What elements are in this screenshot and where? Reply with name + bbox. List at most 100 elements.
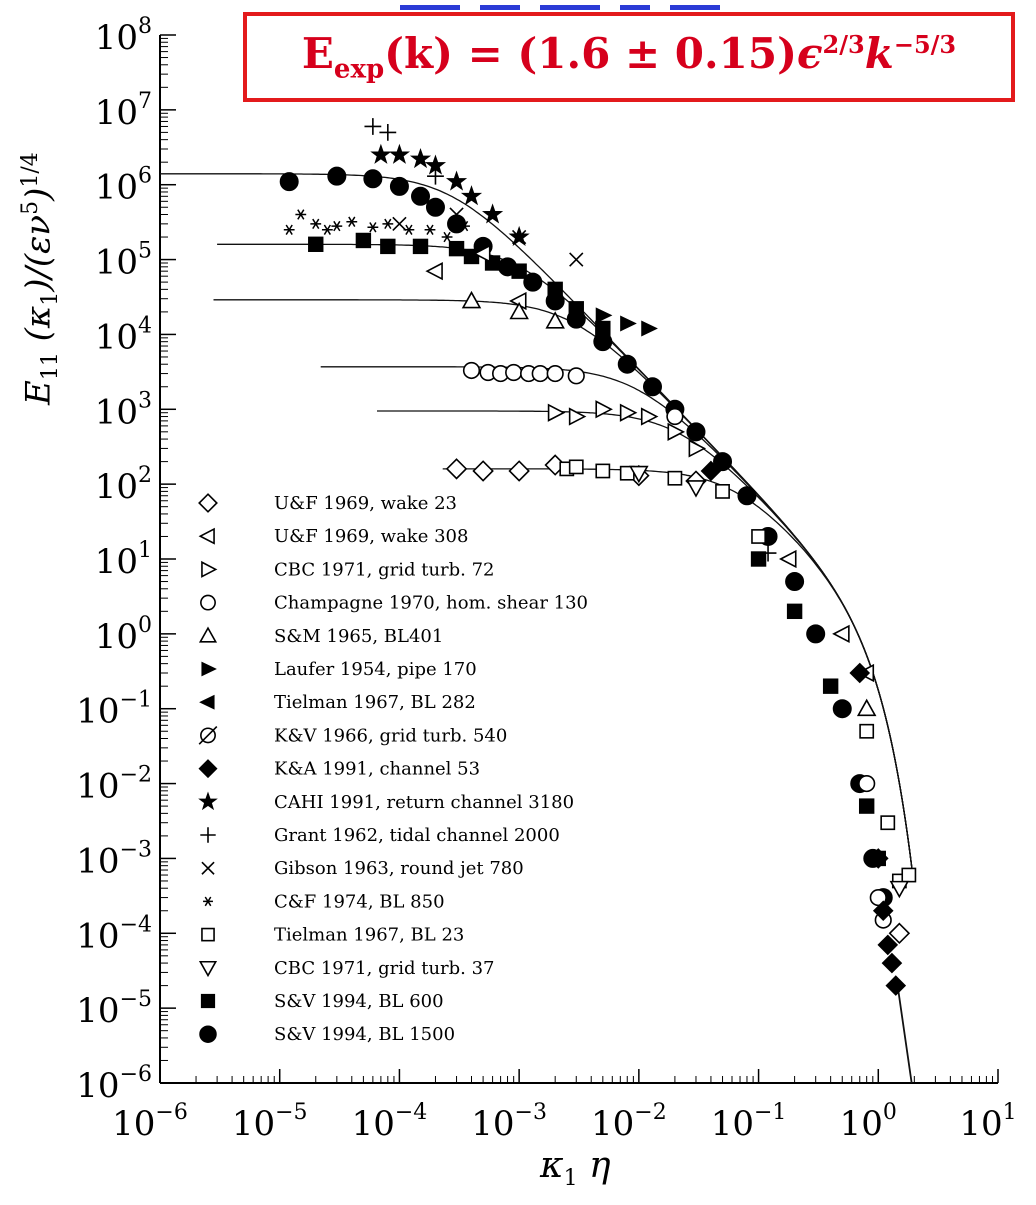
legend-marker-tri-right-filled-shape <box>201 661 217 677</box>
data-point-plus <box>379 123 397 141</box>
data-point-circle-filled <box>425 197 445 217</box>
data-point-tri-down-open <box>629 465 649 484</box>
data-point-plus-shape <box>379 123 397 141</box>
data-point-square-open-shape <box>751 529 766 544</box>
data-point-square-filled <box>448 240 465 257</box>
formula-lhs-sub: exp <box>333 54 385 85</box>
formula-eps: ϵ <box>796 29 823 79</box>
data-point-square-filled <box>355 232 372 249</box>
data-point-circle-filled-shape <box>411 186 431 206</box>
data-point-square-open-shape <box>880 815 896 831</box>
data-point-square-filled-shape <box>380 238 396 255</box>
legend-marker-tri-left-filled-shape <box>199 694 215 710</box>
y-tick-label: 102 <box>95 463 152 507</box>
data-point-tri-left-open-shape <box>425 262 443 281</box>
data-point-tri-left-open-shape <box>832 624 850 643</box>
data-point-circle-open-shape <box>858 774 876 793</box>
data-point-square-filled-shape <box>750 551 767 567</box>
data-point-circle-filled-shape <box>279 172 299 192</box>
data-point-asterisk-shape <box>331 220 343 232</box>
data-point-asterisk <box>321 224 333 235</box>
data-point-tri-left-open-shape <box>778 549 797 569</box>
data-point-square-open <box>667 470 683 486</box>
x-axis-label: κ1 η <box>540 1145 611 1192</box>
data-point-square-open-shape <box>595 463 611 479</box>
data-point-diamond-filled-shape <box>867 848 889 869</box>
data-point-circle-filled <box>713 452 733 472</box>
x-tick-label: 10−5 <box>232 1100 308 1144</box>
formula-box: Eexp(k) = (1.6 ± 0.15)ϵ2/3k−5/3 <box>243 12 1015 102</box>
data-point-asterisk <box>441 231 453 243</box>
data-point-diamond-open-shape <box>888 922 911 945</box>
data-point-plus <box>759 544 777 562</box>
formula-eps-pow: 2/3 <box>822 30 865 60</box>
legend-marker-diamond-filled <box>198 759 218 779</box>
x-tick-label: 10−4 <box>352 1100 428 1144</box>
data-point-square-filled-shape <box>308 236 324 252</box>
data-point-square-open <box>715 483 730 499</box>
data-point-plus-shape <box>427 167 444 185</box>
data-point-asterisk <box>283 224 295 235</box>
data-point-square-filled-shape <box>463 248 480 265</box>
legend-marker-circle-open-shape <box>200 594 216 611</box>
data-point-circle-open-shape <box>531 364 549 383</box>
legend-marker-diamond-open-shape <box>198 493 218 513</box>
legend-label: Grant 1962, tidal channel 2000 <box>274 825 560 846</box>
data-point-cross-shape <box>569 252 584 267</box>
y-tick-label: 107 <box>95 89 152 133</box>
data-point-circle-open-shape <box>666 407 684 426</box>
legend-label: C&F 1974, BL 850 <box>274 891 445 912</box>
data-point-tri-up-open <box>545 311 565 329</box>
data-point-asterisk-shape <box>346 216 358 227</box>
legend-marker-star-filled-shape <box>198 791 218 811</box>
legend-marker-tri-down-open-shape <box>198 960 218 978</box>
data-point-tri-right-open-shape <box>547 403 566 422</box>
data-point-circle-filled <box>737 486 757 506</box>
data-point-circle-filled-shape <box>832 699 852 719</box>
legend-marker-square-open <box>201 927 215 942</box>
legend-marker-plus <box>200 827 216 843</box>
data-point-circle-filled <box>642 377 662 397</box>
data-point-asterisk <box>382 218 394 230</box>
data-point-square-filled <box>595 320 611 337</box>
data-point-circle-filled <box>617 354 637 374</box>
data-point-tri-right-open-shape <box>688 439 707 458</box>
legend-marker-cross <box>201 861 215 875</box>
data-point-tri-right-open-shape <box>667 422 686 441</box>
legend-label: CAHI 1991, return channel 3180 <box>274 792 574 813</box>
data-point-square-filled-shape <box>786 603 803 620</box>
y-tick-label: 103 <box>95 388 152 432</box>
data-point-asterisk-shape <box>283 224 295 235</box>
data-point-circle-filled <box>327 166 347 186</box>
data-point-circle-filled-shape <box>806 624 826 644</box>
data-point-star-filled <box>409 147 432 169</box>
legend-marker-tri-left-filled <box>199 694 215 710</box>
data-point-tri-right-filled-shape <box>620 315 637 332</box>
x-tick-label: 100 <box>840 1100 897 1144</box>
y-tick-label: 108 <box>95 14 152 58</box>
model-curve <box>213 299 914 875</box>
data-point-cross-shape <box>392 216 407 232</box>
x-tick-label: 101 <box>959 1100 1016 1144</box>
legend-marker-circle-filled <box>199 1025 217 1043</box>
data-point-square-filled-shape <box>595 320 611 337</box>
data-point-asterisk-shape <box>382 218 394 230</box>
legend-label: K&A 1991, channel 53 <box>274 759 480 780</box>
data-point-circle-filled-shape <box>363 169 383 189</box>
data-point-diamond-filled-shape <box>849 662 871 684</box>
data-point-cross <box>449 207 464 222</box>
data-point-circle-open-shape <box>546 364 564 383</box>
data-point-asterisk <box>424 224 436 235</box>
data-point-star-filled-shape <box>409 147 432 169</box>
data-point-tri-up-open <box>856 698 877 717</box>
data-point-circle-open <box>666 407 684 426</box>
data-point-asterisk <box>295 209 307 220</box>
data-point-square-filled <box>308 236 324 252</box>
data-point-circle-open <box>567 367 585 385</box>
data-point-tri-right-filled-shape <box>641 320 658 337</box>
data-point-circle-filled <box>363 169 383 189</box>
data-point-circle-filled <box>279 172 299 192</box>
data-point-tri-right-open-shape <box>619 403 638 422</box>
data-point-asterisk-shape <box>310 218 322 230</box>
data-point-tri-right-open <box>568 407 587 426</box>
